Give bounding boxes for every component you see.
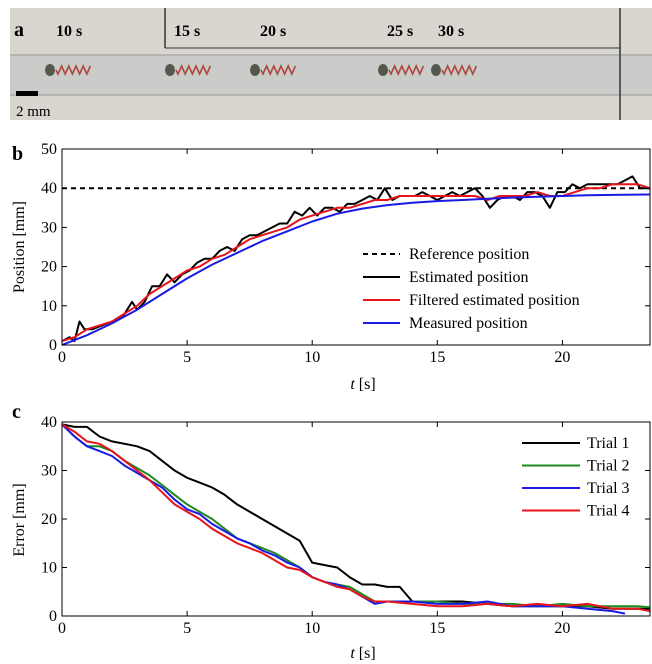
panel-b-y-tick-label: 20 (41, 259, 57, 276)
panel-b-legend: Reference position Estimated position Filt… (363, 246, 580, 332)
panel-b-y-tick-label: 50 (41, 141, 57, 158)
panel-b-y-tick-label: 10 (41, 298, 57, 315)
panel-b-position-chart: b 0 5 10 15 20 0 10 20 30 40 50 Position [mm] t [s… (11, 141, 651, 393)
panel-c-series-trial-4 (61, 423, 651, 613)
panel-b-legend-label-measured-position: Measured position (409, 315, 528, 332)
robot-magnet-0 (45, 64, 55, 76)
panel-c-error-chart: c 0 5 10 15 20 0 10 20 30 40 Error [mm] t [s] Tri… (11, 401, 651, 662)
panel-b-y-tick-label: 30 (41, 219, 57, 236)
panel-c-x-tick-label: 10 (304, 620, 320, 637)
panel-b-x-tick-label: 10 (304, 349, 320, 366)
panel-b-series-measured-position (61, 193, 651, 346)
panel-b-series-estimated-position (61, 175, 650, 343)
panel-c-y-tick-label: 0 (49, 608, 57, 625)
panel-c-legend-label-trial-1: Trial 1 (587, 435, 630, 452)
time-label-20s: 20 s (260, 23, 286, 40)
panel-c-x-tick-label: 15 (429, 620, 445, 637)
panel-c-series-trial-3 (61, 423, 626, 615)
time-label-10s: 10 s (56, 23, 82, 40)
panel-b-x-tick-label: 15 (429, 349, 445, 366)
robot-positions (45, 64, 478, 76)
panel-b-y-tick-label: 40 (41, 180, 57, 197)
panel-c-series-trial-1 (61, 423, 650, 610)
robot-magnet-4 (431, 64, 441, 76)
panel-letter-b: b (12, 143, 23, 165)
panel-c-legend: Trial 1 Trial 2 Trial 3 Trial 4 (522, 435, 630, 520)
panel-b-x-axis-label: t [s] (350, 376, 375, 393)
panel-c-x-axis-label: t [s] (350, 645, 375, 662)
robot-spring-1 (175, 64, 212, 76)
panel-b-legend-label-reference-position: Reference position (409, 246, 529, 263)
scale-bar-label: 2 mm (16, 104, 51, 120)
panel-b-x-tick-label: 0 (58, 349, 66, 366)
panel-c-y-tick-label: 20 (41, 511, 57, 528)
panel-b-legend-label-filtered-estimated-position: Filtered estimated position (409, 292, 580, 309)
robot-spring-2 (260, 64, 297, 76)
panel-c-legend-label-trial-3: Trial 3 (587, 480, 630, 497)
panel-c-legend-label-trial-2: Trial 2 (587, 458, 630, 475)
panel-b-plot-area: 0 5 10 15 20 0 10 20 30 40 50 (41, 141, 651, 366)
panel-b-y-tick-label: 0 (49, 337, 57, 354)
panel-b-axes-frame (61, 148, 651, 346)
panel-c-x-tick-label: 20 (554, 620, 570, 637)
robot-spring-4 (441, 64, 478, 76)
robot-spring-0 (55, 64, 92, 76)
time-label-15s: 15 s (174, 23, 200, 40)
panel-c-plot-area: 0 5 10 15 20 0 10 20 30 40 (41, 414, 651, 637)
panel-b-y-axis-label: Position [mm] (11, 201, 28, 293)
panel-a: a 10 s 15 s 20 s 25 s 30 s 2 mm (10, 8, 652, 120)
panel-letter-c: c (12, 401, 21, 423)
panel-c-y-tick-label: 40 (41, 414, 57, 431)
panel-c-legend-label-trial-4: Trial 4 (587, 503, 630, 520)
panel-b-series-filtered-estimated-position (61, 183, 651, 343)
panel-c-y-tick-label: 30 (41, 463, 57, 480)
panel-letter-a: a (14, 19, 24, 41)
robot-magnet-1 (165, 64, 175, 76)
robot-magnet-3 (378, 64, 388, 76)
panel-c-x-tick-label: 0 (58, 620, 66, 637)
robot-magnet-2 (250, 64, 260, 76)
panel-b-x-tick-label: 5 (183, 349, 191, 366)
tube (10, 55, 652, 95)
robot-spring-3 (388, 64, 425, 76)
panel-b-legend-label-estimated-position: Estimated position (409, 269, 529, 286)
time-label-25s: 25 s (387, 23, 413, 40)
panel-c-x-tick-label: 5 (183, 620, 191, 637)
panel-c-y-tick-label: 10 (41, 560, 57, 577)
time-label-30s: 30 s (438, 23, 464, 40)
panel-b-x-tick-label: 20 (554, 349, 570, 366)
scale-bar (16, 91, 38, 96)
panel-c-y-axis-label: Error [mm] (11, 483, 28, 556)
panel-c-series-trial-2 (61, 423, 651, 609)
